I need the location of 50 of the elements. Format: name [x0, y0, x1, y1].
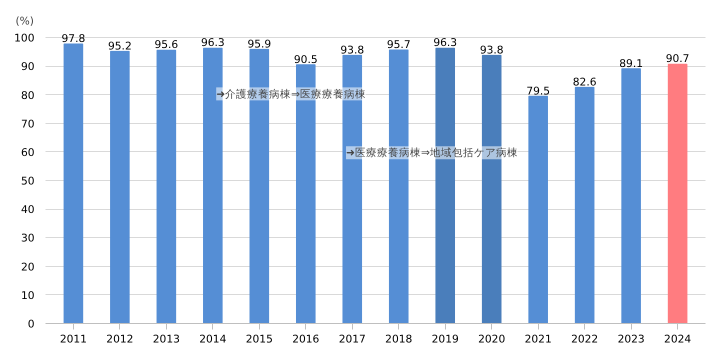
bar	[668, 64, 688, 324]
data-label: 79.5	[526, 84, 550, 98]
y-tick-label: 70	[20, 117, 35, 130]
data-label: 82.6	[572, 75, 597, 88]
x-tick-label: 2013	[152, 332, 180, 346]
data-label: 95.6	[154, 38, 178, 52]
data-label: 89.1	[619, 56, 644, 70]
bar	[574, 86, 594, 324]
x-tick-label: 2022	[571, 332, 598, 346]
y-tick-label: 0	[28, 318, 35, 330]
x-tick-label: 2024	[664, 332, 692, 346]
data-label: 95.7	[386, 38, 411, 51]
y-tick-label: 20	[20, 260, 35, 274]
y-tick-label: 50	[20, 174, 35, 188]
x-tick-label: 2019	[432, 332, 459, 346]
data-label: 90.7	[666, 52, 690, 66]
annotation: ➜介護療養病棟⇒医療療養病棟	[216, 87, 366, 100]
y-tick-label: 60	[20, 146, 35, 159]
y-tick-label: 90	[20, 60, 35, 74]
x-tick-label: 2018	[385, 332, 413, 346]
data-label: 96.3	[200, 36, 225, 50]
y-tick-label: 40	[20, 203, 35, 216]
bar	[528, 96, 548, 324]
x-tick-label: 2011	[60, 332, 87, 346]
data-label: 93.8	[480, 43, 504, 56]
bar	[388, 49, 409, 324]
y-tick-label: 100	[14, 32, 35, 45]
y-tick-label: 80	[20, 88, 35, 102]
data-label: 97.8	[62, 32, 86, 45]
y-tick-label: 10	[20, 288, 35, 302]
x-tick-label: 2023	[618, 332, 645, 346]
data-label: 90.5	[294, 52, 318, 66]
x-tick-label: 2016	[292, 332, 320, 346]
data-label: 95.9	[247, 37, 272, 50]
x-tick-label: 2017	[338, 332, 366, 346]
bar	[621, 68, 641, 324]
bar	[64, 43, 84, 324]
bar	[156, 50, 176, 324]
y-tick-label: 30	[20, 232, 35, 245]
x-tick-label: 2014	[199, 332, 227, 346]
bar	[110, 50, 130, 324]
data-label: 93.8	[340, 43, 364, 56]
y-axis-title: (%)	[16, 14, 34, 28]
x-tick-label: 2012	[106, 332, 134, 346]
data-label: 95.2	[108, 39, 132, 52]
x-tick-label: 2021	[524, 332, 552, 346]
x-tick-label: 2015	[246, 332, 273, 346]
x-tick-label: 2020	[478, 332, 506, 346]
annotation: ➜医療療養病棟⇒地域包括ケア病棟	[346, 146, 518, 160]
data-label: 96.3	[433, 36, 458, 50]
